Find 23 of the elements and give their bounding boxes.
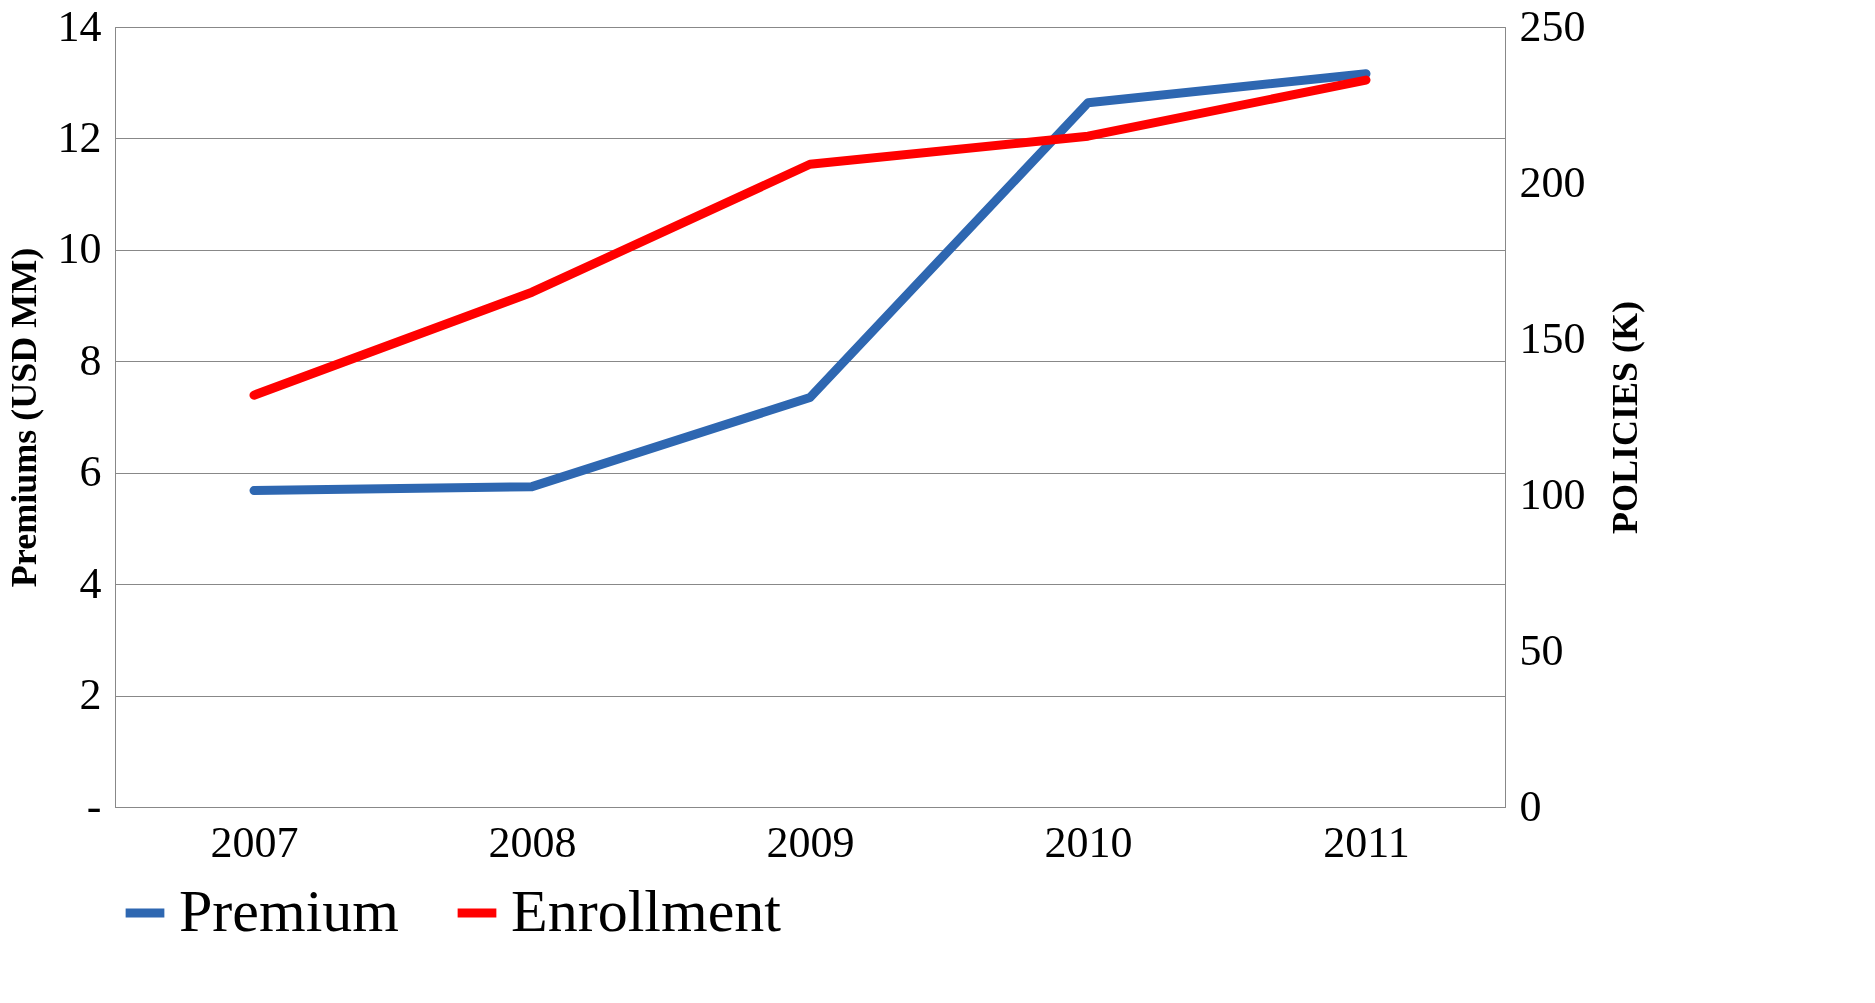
x-tick-label: 2007: [210, 817, 299, 867]
y-tick-label: -: [86, 781, 102, 831]
x-tick-label: 2011: [1323, 817, 1410, 867]
legend-label: Enrollment: [511, 878, 782, 944]
y-tick-label: 6: [79, 447, 102, 497]
y2-tick-label: 250: [1519, 1, 1586, 51]
y2-tick-label: 50: [1519, 625, 1564, 675]
y-axis-title: Premiums (USD MM): [3, 247, 44, 588]
y-tick-label: 8: [79, 335, 102, 385]
y2-tick-label: 100: [1519, 469, 1586, 519]
legend-label: Premium: [179, 878, 399, 944]
y-tick-label: 2: [79, 670, 102, 720]
y-tick-label: 10: [57, 224, 102, 274]
y-tick-label: 12: [57, 112, 102, 162]
y2-tick-label: 150: [1519, 313, 1586, 363]
y-tick-label: 14: [57, 1, 102, 51]
x-tick-label: 2010: [1044, 817, 1133, 867]
y2-axis-title: POLICIES (K): [1604, 300, 1645, 535]
y-tick-label: 4: [79, 558, 102, 608]
x-tick-label: 2009: [766, 817, 855, 867]
y2-tick-label: 0: [1519, 781, 1542, 831]
y2-tick-label: 200: [1519, 157, 1586, 207]
x-tick-label: 2008: [488, 817, 577, 867]
